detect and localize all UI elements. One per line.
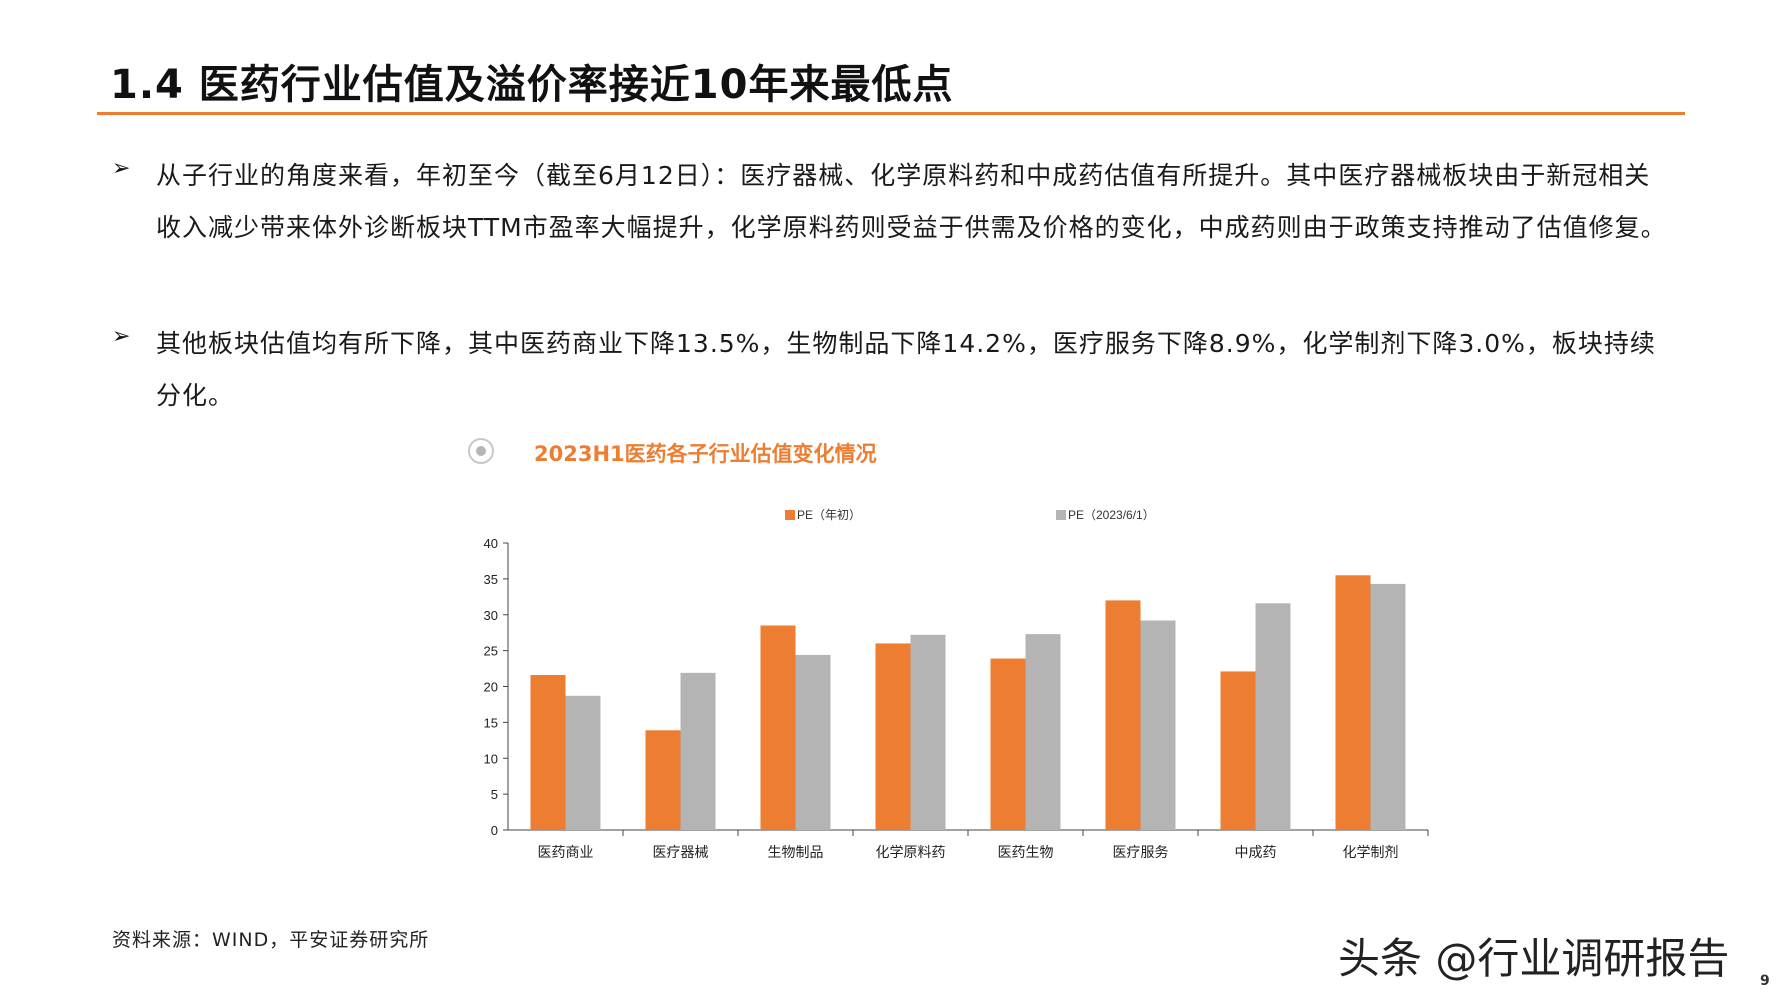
bar-chart: PE（年初） PE（2023/6/1） 0 5 10 15 20 25 30 35 40 医药商业 医疗… <box>484 508 1429 860</box>
arrow-bullet-icon: ➢ <box>112 156 131 181</box>
y-tick-label: 0 <box>491 823 498 838</box>
y-tick-label: 15 <box>484 715 498 730</box>
legend-label: PE（2023/6/1） <box>1068 508 1155 522</box>
legend-swatch <box>785 510 795 520</box>
title-divider <box>97 112 1685 115</box>
y-tick-label: 40 <box>484 536 498 551</box>
arrow-bullet-icon: ➢ <box>112 324 131 349</box>
x-tick-label: 医疗器械 <box>653 844 709 860</box>
y-tick-label: 25 <box>484 644 498 659</box>
bar-pe-current <box>1025 634 1061 830</box>
y-tick-label: 10 <box>484 751 498 766</box>
x-tick-label: 化学原料药 <box>876 844 946 860</box>
legend-label: PE（年初） <box>797 508 861 522</box>
bullet-text-1: 从子行业的角度来看，年初至今（截至6月12日）：医疗器械、化学原料药和中成药估值… <box>156 161 1667 242</box>
bar-pe-start <box>990 658 1026 830</box>
y-tick-label: 30 <box>484 608 498 623</box>
source-note: 资料来源：WIND，平安证券研究所 <box>112 929 430 951</box>
bar-pe-current <box>795 654 831 830</box>
y-tick-label: 5 <box>491 787 498 802</box>
x-tick-label: 医药生物 <box>998 844 1054 860</box>
bar-pe-start <box>645 730 681 830</box>
bar-pe-current <box>1255 603 1291 830</box>
x-tick-label: 医疗服务 <box>1113 844 1169 860</box>
bullet-item-2: ➢ 其他板块估值均有所下降，其中医药商业下降13.5%，生物制品下降14.2%，… <box>112 318 1672 422</box>
x-tick-label: 中成药 <box>1235 844 1277 860</box>
chart-title: 2023H1医药各子行业估值变化情况 <box>534 442 877 466</box>
y-tick-label: 20 <box>484 680 498 695</box>
page-number: 9 <box>1760 973 1770 989</box>
bar-pe-current <box>1140 620 1176 830</box>
x-tick-label: 生物制品 <box>768 844 824 860</box>
bar-pe-current <box>565 695 601 830</box>
x-tick-label: 医药商业 <box>538 844 594 860</box>
bullet-item-1: ➢ 从子行业的角度来看，年初至今（截至6月12日）：医疗器械、化学原料药和中成药… <box>112 150 1672 254</box>
bar-pe-start <box>1335 575 1371 830</box>
bullet-text-2: 其他板块估值均有所下降，其中医药商业下降13.5%，生物制品下降14.2%，医疗… <box>156 329 1656 410</box>
watermark: 头条 @行业调研报告 <box>1338 934 1730 983</box>
bar-pe-start <box>1220 671 1256 830</box>
bar-pe-current <box>680 672 716 830</box>
bar-pe-start <box>1105 600 1141 830</box>
bar-pe-start <box>760 625 796 830</box>
y-tick-label: 35 <box>484 572 498 587</box>
bar-pe-current <box>1370 583 1406 830</box>
bar-pe-start <box>530 675 566 830</box>
legend-swatch <box>1056 510 1066 520</box>
x-tick-label: 化学制剂 <box>1343 844 1399 860</box>
bar-pe-current <box>910 634 946 830</box>
bar-pe-start <box>875 643 911 830</box>
slide-title: 1.4 医药行业估值及溢价率接近10年来最低点 <box>110 62 954 108</box>
radio-bullet-icon <box>468 438 494 464</box>
